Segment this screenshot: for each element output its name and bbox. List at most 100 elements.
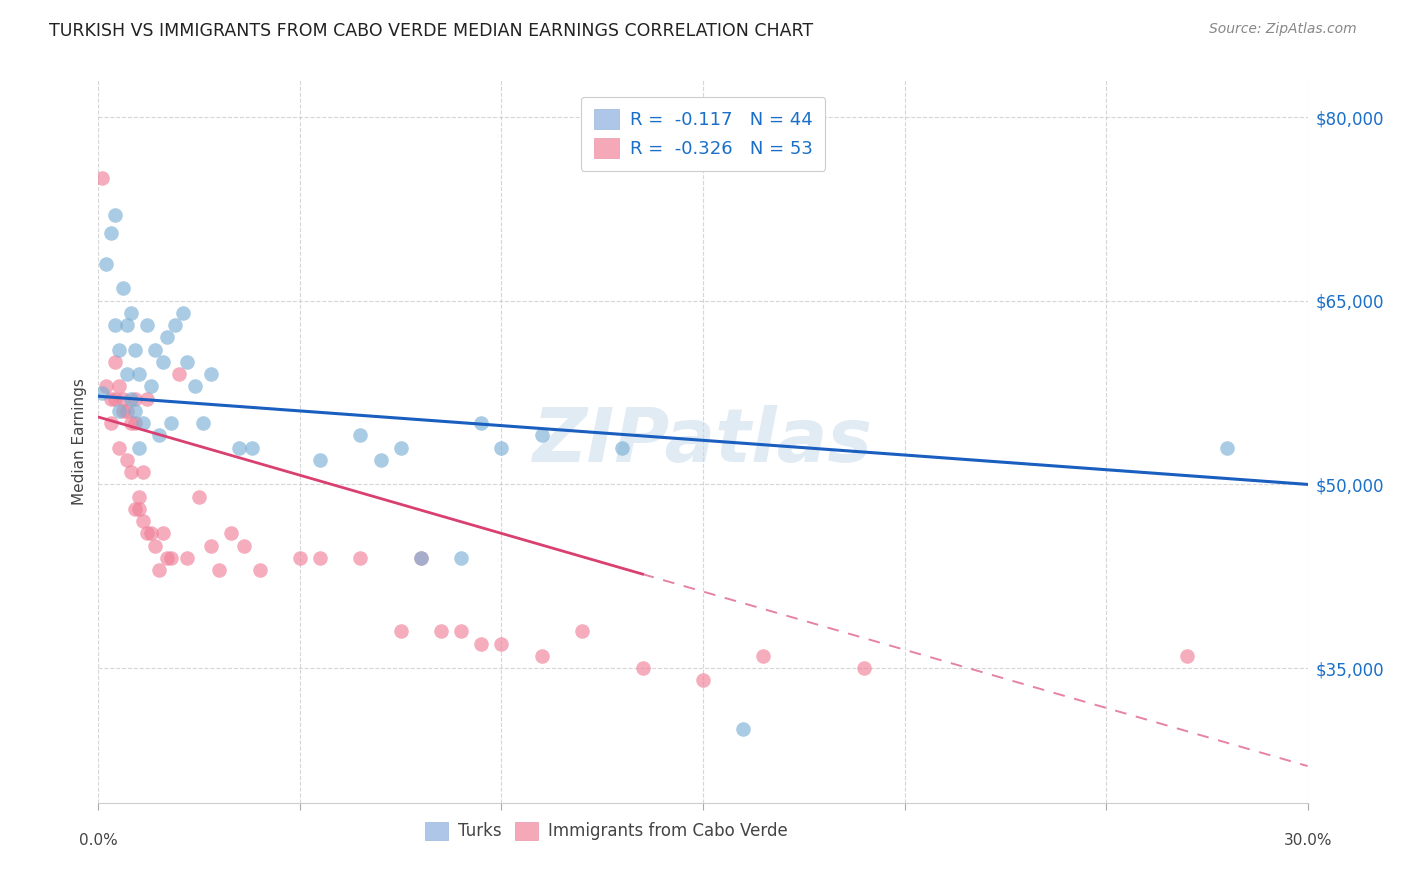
Text: Source: ZipAtlas.com: Source: ZipAtlas.com <box>1209 22 1357 37</box>
Text: ZIPatlas: ZIPatlas <box>533 405 873 478</box>
Point <box>107 343 129 357</box>
Point <box>115 367 138 381</box>
Point <box>228 441 250 455</box>
Y-axis label: Median Earnings: Median Earnings <box>72 378 87 505</box>
Point <box>176 355 198 369</box>
Text: 30.0%: 30.0% <box>1284 833 1331 848</box>
Point <box>132 514 155 528</box>
Point <box>430 624 453 639</box>
Point <box>128 502 150 516</box>
Text: 0.0%: 0.0% <box>79 833 118 848</box>
Point <box>115 453 138 467</box>
Point <box>143 343 166 357</box>
Point <box>135 318 157 333</box>
Point <box>470 416 492 430</box>
Point <box>1216 441 1239 455</box>
Point <box>124 502 146 516</box>
Point <box>96 379 118 393</box>
Point <box>132 465 155 479</box>
Point <box>692 673 714 688</box>
Point <box>128 441 150 455</box>
Point <box>208 563 231 577</box>
Point <box>409 550 432 565</box>
Point <box>470 637 492 651</box>
Point <box>288 550 311 565</box>
Point <box>91 171 114 186</box>
Point <box>163 318 186 333</box>
Point <box>135 526 157 541</box>
Point <box>389 441 412 455</box>
Point <box>103 355 125 369</box>
Text: TURKISH VS IMMIGRANTS FROM CABO VERDE MEDIAN EARNINGS CORRELATION CHART: TURKISH VS IMMIGRANTS FROM CABO VERDE ME… <box>49 22 813 40</box>
Point <box>132 416 155 430</box>
Point <box>96 257 118 271</box>
Point <box>370 453 392 467</box>
Point <box>120 306 142 320</box>
Point <box>111 404 134 418</box>
Point <box>107 404 129 418</box>
Point <box>309 550 332 565</box>
Point <box>389 624 412 639</box>
Point <box>249 563 271 577</box>
Point <box>103 318 125 333</box>
Point <box>409 550 432 565</box>
Point <box>571 624 593 639</box>
Point <box>156 330 179 344</box>
Point <box>135 392 157 406</box>
Point <box>103 392 125 406</box>
Point <box>450 550 472 565</box>
Point <box>491 637 513 651</box>
Point <box>100 227 122 241</box>
Point <box>176 550 198 565</box>
Point <box>148 563 170 577</box>
Point <box>200 367 222 381</box>
Point <box>111 281 134 295</box>
Point <box>100 392 122 406</box>
Point <box>240 441 263 455</box>
Point <box>128 490 150 504</box>
Point <box>139 526 162 541</box>
Point <box>752 648 775 663</box>
Point <box>184 379 207 393</box>
Point <box>100 416 122 430</box>
Point <box>152 355 174 369</box>
Point <box>124 343 146 357</box>
Point <box>172 306 194 320</box>
Point <box>111 392 134 406</box>
Point <box>124 416 146 430</box>
Point <box>530 428 553 442</box>
Point <box>124 404 146 418</box>
Point <box>124 392 146 406</box>
Point <box>152 526 174 541</box>
Point <box>530 648 553 663</box>
Point <box>160 550 183 565</box>
Point <box>115 404 138 418</box>
Point <box>120 392 142 406</box>
Point <box>143 539 166 553</box>
Point <box>232 539 254 553</box>
Point <box>128 367 150 381</box>
Point <box>309 453 332 467</box>
Point <box>120 465 142 479</box>
Point <box>200 539 222 553</box>
Point <box>853 661 876 675</box>
Point <box>349 428 371 442</box>
Point <box>91 385 114 400</box>
Point <box>612 441 634 455</box>
Point <box>733 723 755 737</box>
Point <box>1175 648 1198 663</box>
Point <box>156 550 179 565</box>
Point <box>221 526 243 541</box>
Point <box>188 490 211 504</box>
Point <box>115 318 138 333</box>
Point <box>349 550 371 565</box>
Point <box>167 367 190 381</box>
Point <box>107 379 129 393</box>
Point <box>631 661 654 675</box>
Point <box>491 441 513 455</box>
Point <box>450 624 472 639</box>
Point <box>160 416 183 430</box>
Point <box>148 428 170 442</box>
Point <box>107 441 129 455</box>
Point <box>193 416 215 430</box>
